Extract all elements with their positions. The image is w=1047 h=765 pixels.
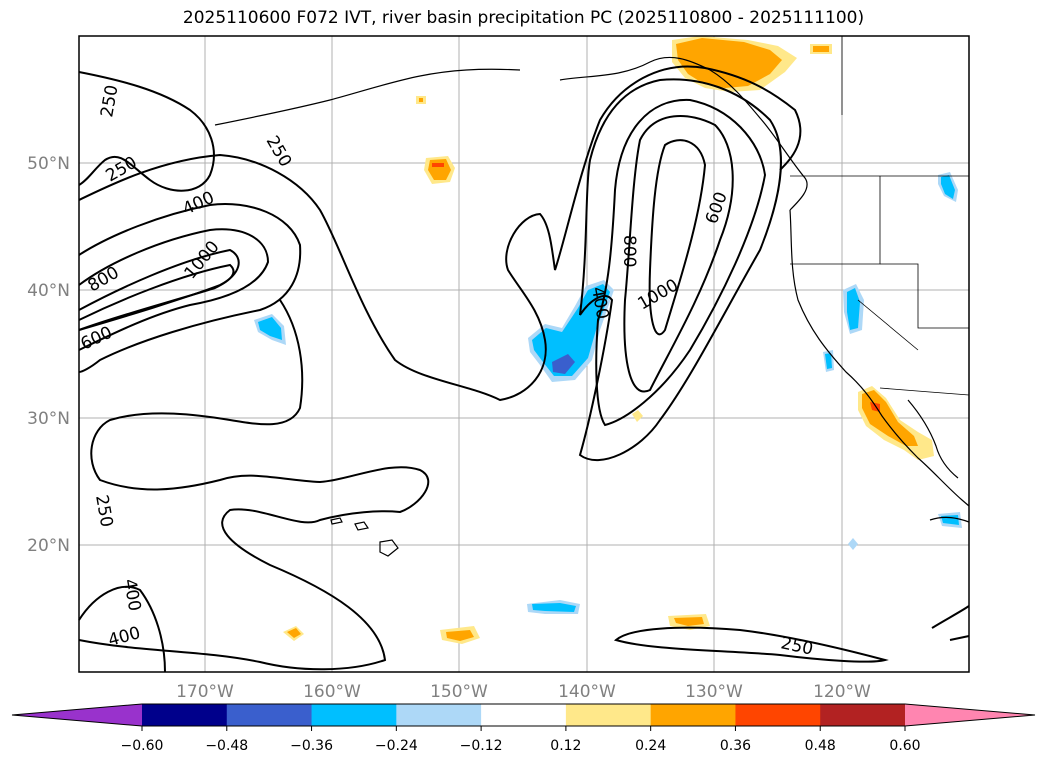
fill-neg-socal-inner xyxy=(825,353,832,369)
colorbar-segment xyxy=(311,704,397,726)
contour-400-ar xyxy=(578,78,782,461)
colorbar-extend-high xyxy=(905,704,1035,726)
coast-aleutians xyxy=(214,68,521,126)
lon-label: 120°W xyxy=(813,682,871,702)
fill-neg-ca-inner xyxy=(847,288,860,330)
lat-label: 20°N xyxy=(27,536,70,556)
contour-label: 800 xyxy=(619,235,639,267)
fill-pos-s2-inner xyxy=(674,617,704,626)
fill-bc-inner xyxy=(676,38,782,88)
border-states-2 xyxy=(880,263,969,329)
border-us-mexico xyxy=(879,387,970,396)
lon-label: 170°W xyxy=(176,682,234,702)
border-states-3 xyxy=(857,299,919,351)
colorbar-segment xyxy=(226,704,313,726)
contour-250-lower xyxy=(78,299,430,671)
colorbar-tick-label: 0.12 xyxy=(550,738,581,754)
fill-pos-sw-inner xyxy=(287,628,301,638)
colorbar-segment xyxy=(142,704,228,726)
contour-250-se2 xyxy=(949,635,970,641)
borders xyxy=(790,36,970,396)
colorbar-tick-label: 0.24 xyxy=(635,738,666,754)
fill-ne-inner xyxy=(813,46,829,52)
lat-label: 50°N xyxy=(27,154,70,174)
colorbar-segment xyxy=(820,704,906,726)
coastlines xyxy=(214,56,970,557)
fill-neg-central-core xyxy=(552,354,575,374)
lon-label: 130°W xyxy=(685,682,743,702)
map-frame xyxy=(78,35,970,673)
coast-mexico xyxy=(929,516,970,523)
fill-neg-south-inner xyxy=(532,603,576,612)
fill-pos-dot-mid xyxy=(632,410,643,422)
lon-label: 150°W xyxy=(430,682,488,702)
colorbar-tick-label: 0.60 xyxy=(889,738,920,754)
contour-600-ar xyxy=(595,98,767,427)
fill-dot-north-core xyxy=(419,98,423,102)
colorbar-extend-low xyxy=(12,704,142,726)
fill-neg-ne-inner xyxy=(941,175,955,199)
lat-label: 30°N xyxy=(27,409,70,429)
colorbar-segment xyxy=(481,704,567,726)
fill-155w-core xyxy=(432,163,444,167)
colorbar-tick-label: −0.24 xyxy=(375,738,418,754)
coast-hawaii-2 xyxy=(354,521,369,531)
contour-400-sw xyxy=(78,585,166,673)
coast-us-west xyxy=(789,209,970,507)
colorbar-segment xyxy=(565,704,652,726)
ivt-contours xyxy=(78,65,970,673)
lon-axis-labels: 170°W 160°W 150°W 140°W 130°W 120°W xyxy=(176,682,871,702)
fill-neg-west-inner xyxy=(258,317,282,340)
contour-250-main xyxy=(78,65,802,402)
colorbar-tick-label: −0.36 xyxy=(290,738,333,754)
fill-neg-dot xyxy=(848,538,858,550)
colorbar-tick-label: −0.48 xyxy=(205,738,248,754)
colorbar-tick-label: −0.60 xyxy=(121,738,164,754)
colorbar-segment xyxy=(735,704,821,726)
fill-pos-s1-inner xyxy=(446,630,474,641)
contour-250-south xyxy=(613,626,889,663)
coast-hawaii-1 xyxy=(330,517,343,525)
colorbar: −0.60 −0.48 −0.36 −0.24 −0.12 0.12 0.24 0.36 0.4… xyxy=(11,703,1036,754)
contour-400-west xyxy=(78,203,302,373)
map-title: 2025110600 F072 IVT, river basin precipi… xyxy=(182,8,865,28)
coast-baja xyxy=(907,399,959,479)
lon-label: 160°W xyxy=(303,682,361,702)
contour-800-ar xyxy=(623,115,734,393)
precip-fills xyxy=(254,36,962,644)
contour-1000-ar xyxy=(648,139,707,336)
coast-hawaii-3 xyxy=(379,539,399,557)
colorbar-tick-label: 0.36 xyxy=(720,738,751,754)
contour-250-nw xyxy=(78,71,215,192)
map-panel xyxy=(78,35,970,673)
lon-label: 140°W xyxy=(558,682,616,702)
contour-800-west xyxy=(78,248,240,331)
contour-250-se xyxy=(931,605,970,629)
contour-1000-west xyxy=(78,263,235,331)
map-background xyxy=(79,36,969,672)
colorbar-tick-label: −0.12 xyxy=(460,738,503,754)
lat-label: 40°N xyxy=(27,281,70,301)
colorbar-segment xyxy=(650,704,736,726)
fill-neg-central-inner xyxy=(532,284,610,376)
coast-alaska xyxy=(559,56,808,211)
lat-axis-labels: 50°N 40°N 30°N 20°N xyxy=(27,154,70,556)
colorbar-tick-label: 0.48 xyxy=(805,738,836,754)
colorbar-segment xyxy=(396,704,482,726)
contour-600-west xyxy=(78,228,270,351)
